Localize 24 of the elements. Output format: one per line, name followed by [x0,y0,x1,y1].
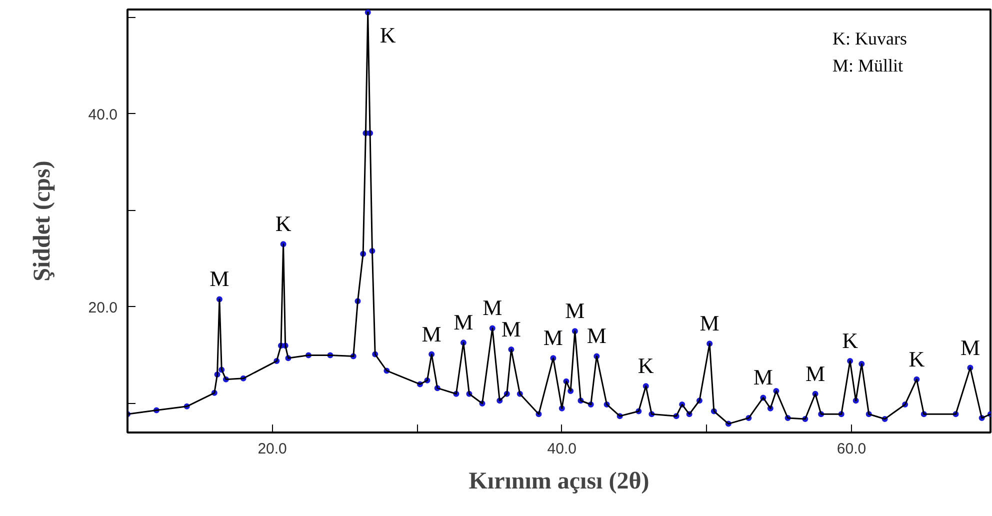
annotation: M [960,334,980,360]
annotation: M [454,310,474,335]
annotation: K [638,353,654,378]
annotation: K [275,211,292,236]
annotation: M [501,316,521,342]
annotation: M: Müllit [832,56,904,76]
annotation: K [380,22,396,48]
annotation: M [210,266,230,292]
y-axis-title: Şiddet (cps) [29,160,56,282]
x-tick-label: 60.0 [836,440,866,458]
annotation: K [842,328,858,354]
annotation: M [565,298,585,324]
annotation: M [586,323,606,348]
annotation: M [422,321,442,346]
x-axis-title: Kırınım açısı (2θ) [468,468,650,494]
annotation: M [482,295,502,320]
annotation: M [543,325,563,350]
x-tick-label: 40.0 [547,440,576,458]
annotation: K: Kuvars [832,28,907,48]
annotation: M [700,310,720,336]
annotation: M [753,364,773,390]
annotation: K [908,346,925,372]
annotation: M [806,360,826,386]
x-tick-label: 20.0 [258,440,287,458]
